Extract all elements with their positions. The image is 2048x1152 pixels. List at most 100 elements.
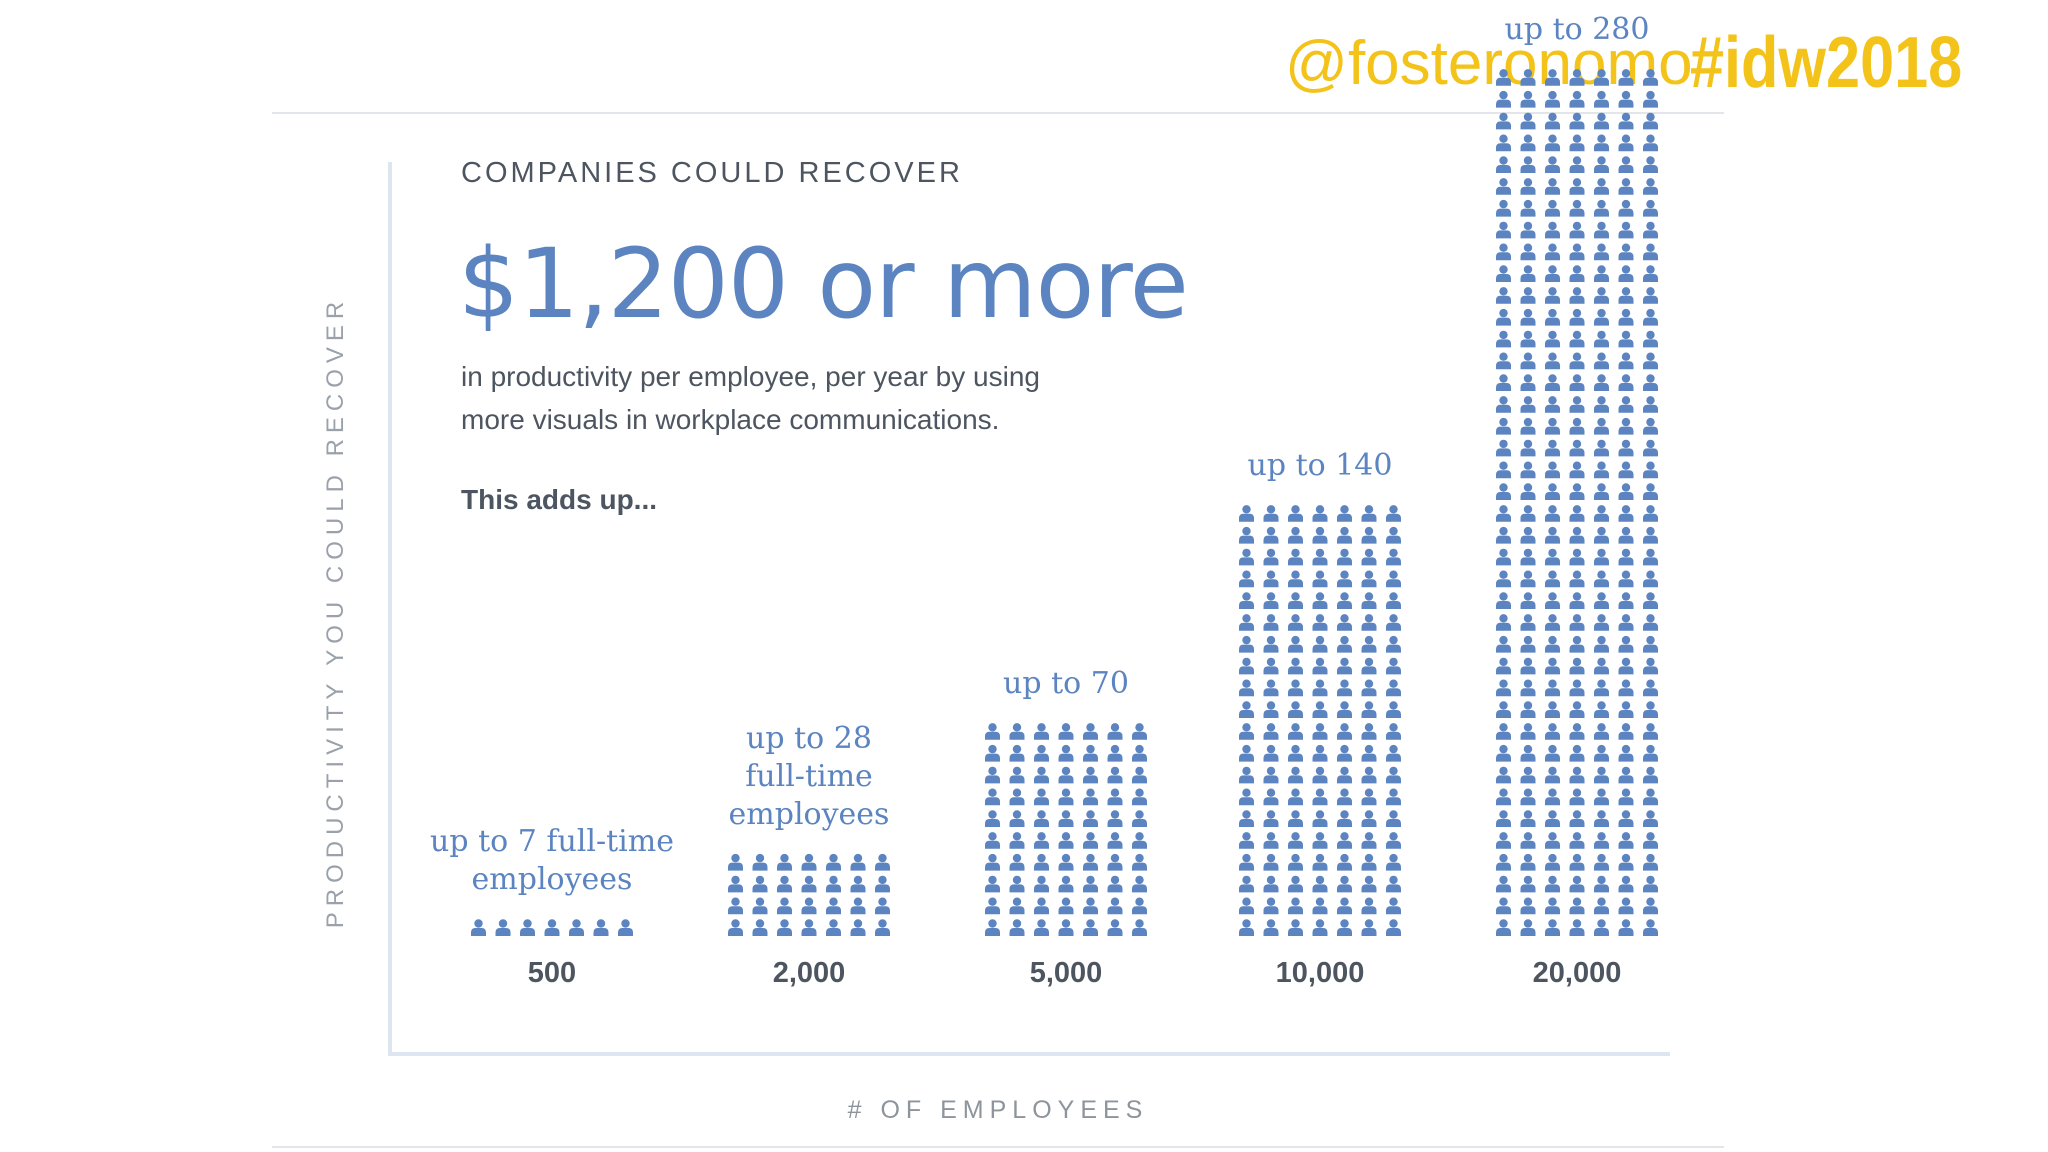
person-icon	[1569, 178, 1585, 195]
bar-value-label: up to 7 full-time employees	[430, 823, 674, 899]
person-icon	[1239, 570, 1254, 588]
person-icon	[1496, 396, 1511, 413]
person-icon	[1312, 766, 1328, 784]
person-icon	[1618, 919, 1634, 936]
person-icon	[1545, 330, 1560, 348]
person-icon	[1496, 308, 1511, 326]
person-icon	[1643, 417, 1658, 435]
person-icon	[1594, 265, 1609, 282]
person-icon	[777, 919, 792, 936]
person-icon	[1288, 701, 1303, 718]
person-icon	[1496, 505, 1511, 522]
person-icon	[1239, 810, 1254, 827]
person-icon	[985, 766, 1000, 784]
person-icon	[1361, 766, 1377, 784]
person-icon	[1545, 723, 1560, 740]
person-icon	[1107, 897, 1123, 915]
person-icon	[1239, 875, 1254, 893]
person-icon	[1337, 810, 1352, 827]
person-icon	[1618, 832, 1634, 849]
person-icon	[1643, 156, 1658, 173]
person-icon	[1545, 90, 1560, 108]
person-icon	[1520, 810, 1536, 827]
person-icon	[1107, 766, 1123, 784]
person-icon	[1569, 199, 1585, 217]
person-icon	[1520, 374, 1536, 391]
person-icon	[1337, 614, 1352, 631]
person-icon	[1618, 614, 1634, 631]
person-icon	[1058, 832, 1074, 849]
person-icon	[1520, 592, 1536, 609]
person-icon	[875, 897, 890, 915]
person-icon	[1288, 679, 1303, 697]
person-icon	[1569, 701, 1585, 718]
person-icon	[1312, 657, 1328, 675]
person-icon	[1618, 788, 1634, 806]
person-icon	[1594, 156, 1609, 173]
bar-value-label-line: up to 7 full-time	[430, 824, 674, 859]
person-icon	[1618, 199, 1634, 217]
bar-20,000	[1496, 69, 1658, 936]
person-icon	[1263, 548, 1279, 566]
person-icon	[1569, 832, 1585, 849]
person-icon	[1545, 635, 1560, 653]
person-icon	[1058, 810, 1074, 827]
person-icon	[1386, 875, 1401, 893]
person-icon	[1643, 592, 1658, 609]
person-icon	[1618, 570, 1634, 588]
person-icon	[1386, 810, 1401, 827]
person-icon	[1132, 832, 1147, 849]
person-icon	[1263, 505, 1279, 522]
person-icon	[1312, 548, 1328, 566]
person-icon	[1520, 69, 1536, 86]
subtext: in productivity per employee, per year b…	[461, 355, 1121, 441]
person-icon	[1034, 897, 1049, 915]
person-icon	[1083, 853, 1098, 871]
person-icon	[1545, 352, 1560, 370]
person-icon	[1569, 461, 1585, 479]
person-icon	[1618, 875, 1634, 893]
person-icon	[1594, 744, 1609, 762]
person-icon	[1239, 505, 1254, 522]
person-icon	[1643, 919, 1658, 936]
y-axis-line	[388, 162, 392, 1056]
person-icon	[1263, 875, 1279, 893]
person-icon	[1569, 614, 1585, 631]
person-icon	[1545, 679, 1560, 697]
person-icon	[1034, 832, 1049, 849]
person-icon	[1594, 701, 1609, 718]
person-icon	[1618, 243, 1634, 261]
person-icon	[1496, 657, 1511, 675]
person-icon	[1263, 635, 1279, 653]
person-icon	[1058, 723, 1074, 740]
person-icon	[1545, 243, 1560, 261]
person-icon	[1569, 570, 1585, 588]
person-icon	[1520, 483, 1536, 500]
person-icon	[1386, 635, 1401, 653]
person-icon	[1386, 744, 1401, 762]
person-icon	[1594, 374, 1609, 391]
person-icon	[1496, 243, 1511, 261]
person-icon	[1386, 919, 1401, 936]
person-icon	[1337, 548, 1352, 566]
person-icon	[1107, 853, 1123, 871]
person-icon	[1337, 505, 1352, 522]
person-icon	[1594, 919, 1609, 936]
person-icon	[1496, 439, 1511, 457]
person-icon	[618, 919, 633, 936]
person-icon	[1618, 352, 1634, 370]
person-icon	[1288, 897, 1303, 915]
bar-5,000	[985, 723, 1147, 936]
person-icon	[1009, 810, 1025, 827]
person-icon	[1545, 919, 1560, 936]
person-icon	[1545, 570, 1560, 588]
person-icon	[728, 875, 743, 893]
person-icon	[1496, 461, 1511, 479]
person-icon	[1034, 875, 1049, 893]
person-icon	[1263, 592, 1279, 609]
person-icon	[728, 853, 743, 871]
person-icon	[1496, 744, 1511, 762]
person-icon	[1239, 853, 1254, 871]
person-icon	[985, 897, 1000, 915]
person-icon	[1520, 701, 1536, 718]
